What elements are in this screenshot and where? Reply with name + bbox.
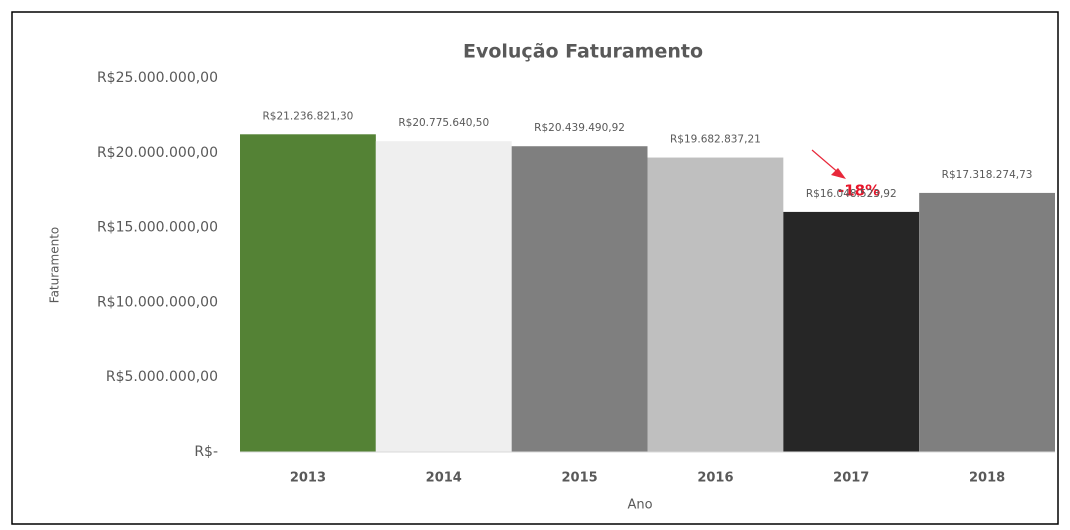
data-label: R$16.048.523,92	[806, 188, 897, 200]
annotation: -18%	[838, 182, 880, 200]
data-label: R$17.318.274,73	[942, 169, 1033, 181]
y-tick-label: R$-	[194, 444, 218, 460]
x-tick-label: 2013	[290, 471, 326, 486]
y-tick-label: R$10.000.000,00	[97, 294, 218, 310]
x-tick-label: 2017	[833, 471, 869, 486]
data-label: R$20.439.490,92	[534, 122, 625, 134]
bar	[783, 211, 920, 452]
y-axis-label: Faturamento	[48, 227, 62, 303]
x-tick-label: 2018	[969, 471, 1005, 486]
bar	[375, 141, 512, 452]
bar	[647, 157, 784, 453]
annotation-arrowhead	[831, 168, 846, 179]
bar	[919, 192, 1055, 452]
data-label: R$20.775.640,50	[398, 117, 489, 129]
x-tick-label: 2015	[561, 471, 597, 486]
x-tick-label: 2016	[697, 471, 733, 486]
data-label: R$21.236.821,30	[263, 110, 354, 122]
y-tick-label: R$15.000.000,00	[97, 220, 218, 236]
y-tick-label: R$25.000.000,00	[97, 70, 218, 86]
bar	[511, 146, 648, 452]
data-label: R$19.682.837,21	[670, 134, 761, 146]
chart-title: Evolução Faturamento	[463, 41, 703, 63]
x-tick-label: 2014	[426, 471, 462, 486]
x-axis-label: Ano	[627, 498, 652, 513]
y-tick-label: R$5.000.000,00	[106, 369, 218, 385]
bar	[240, 134, 376, 452]
annotation-arrow	[811, 149, 841, 175]
y-tick-label: R$20.000.000,00	[97, 145, 218, 161]
